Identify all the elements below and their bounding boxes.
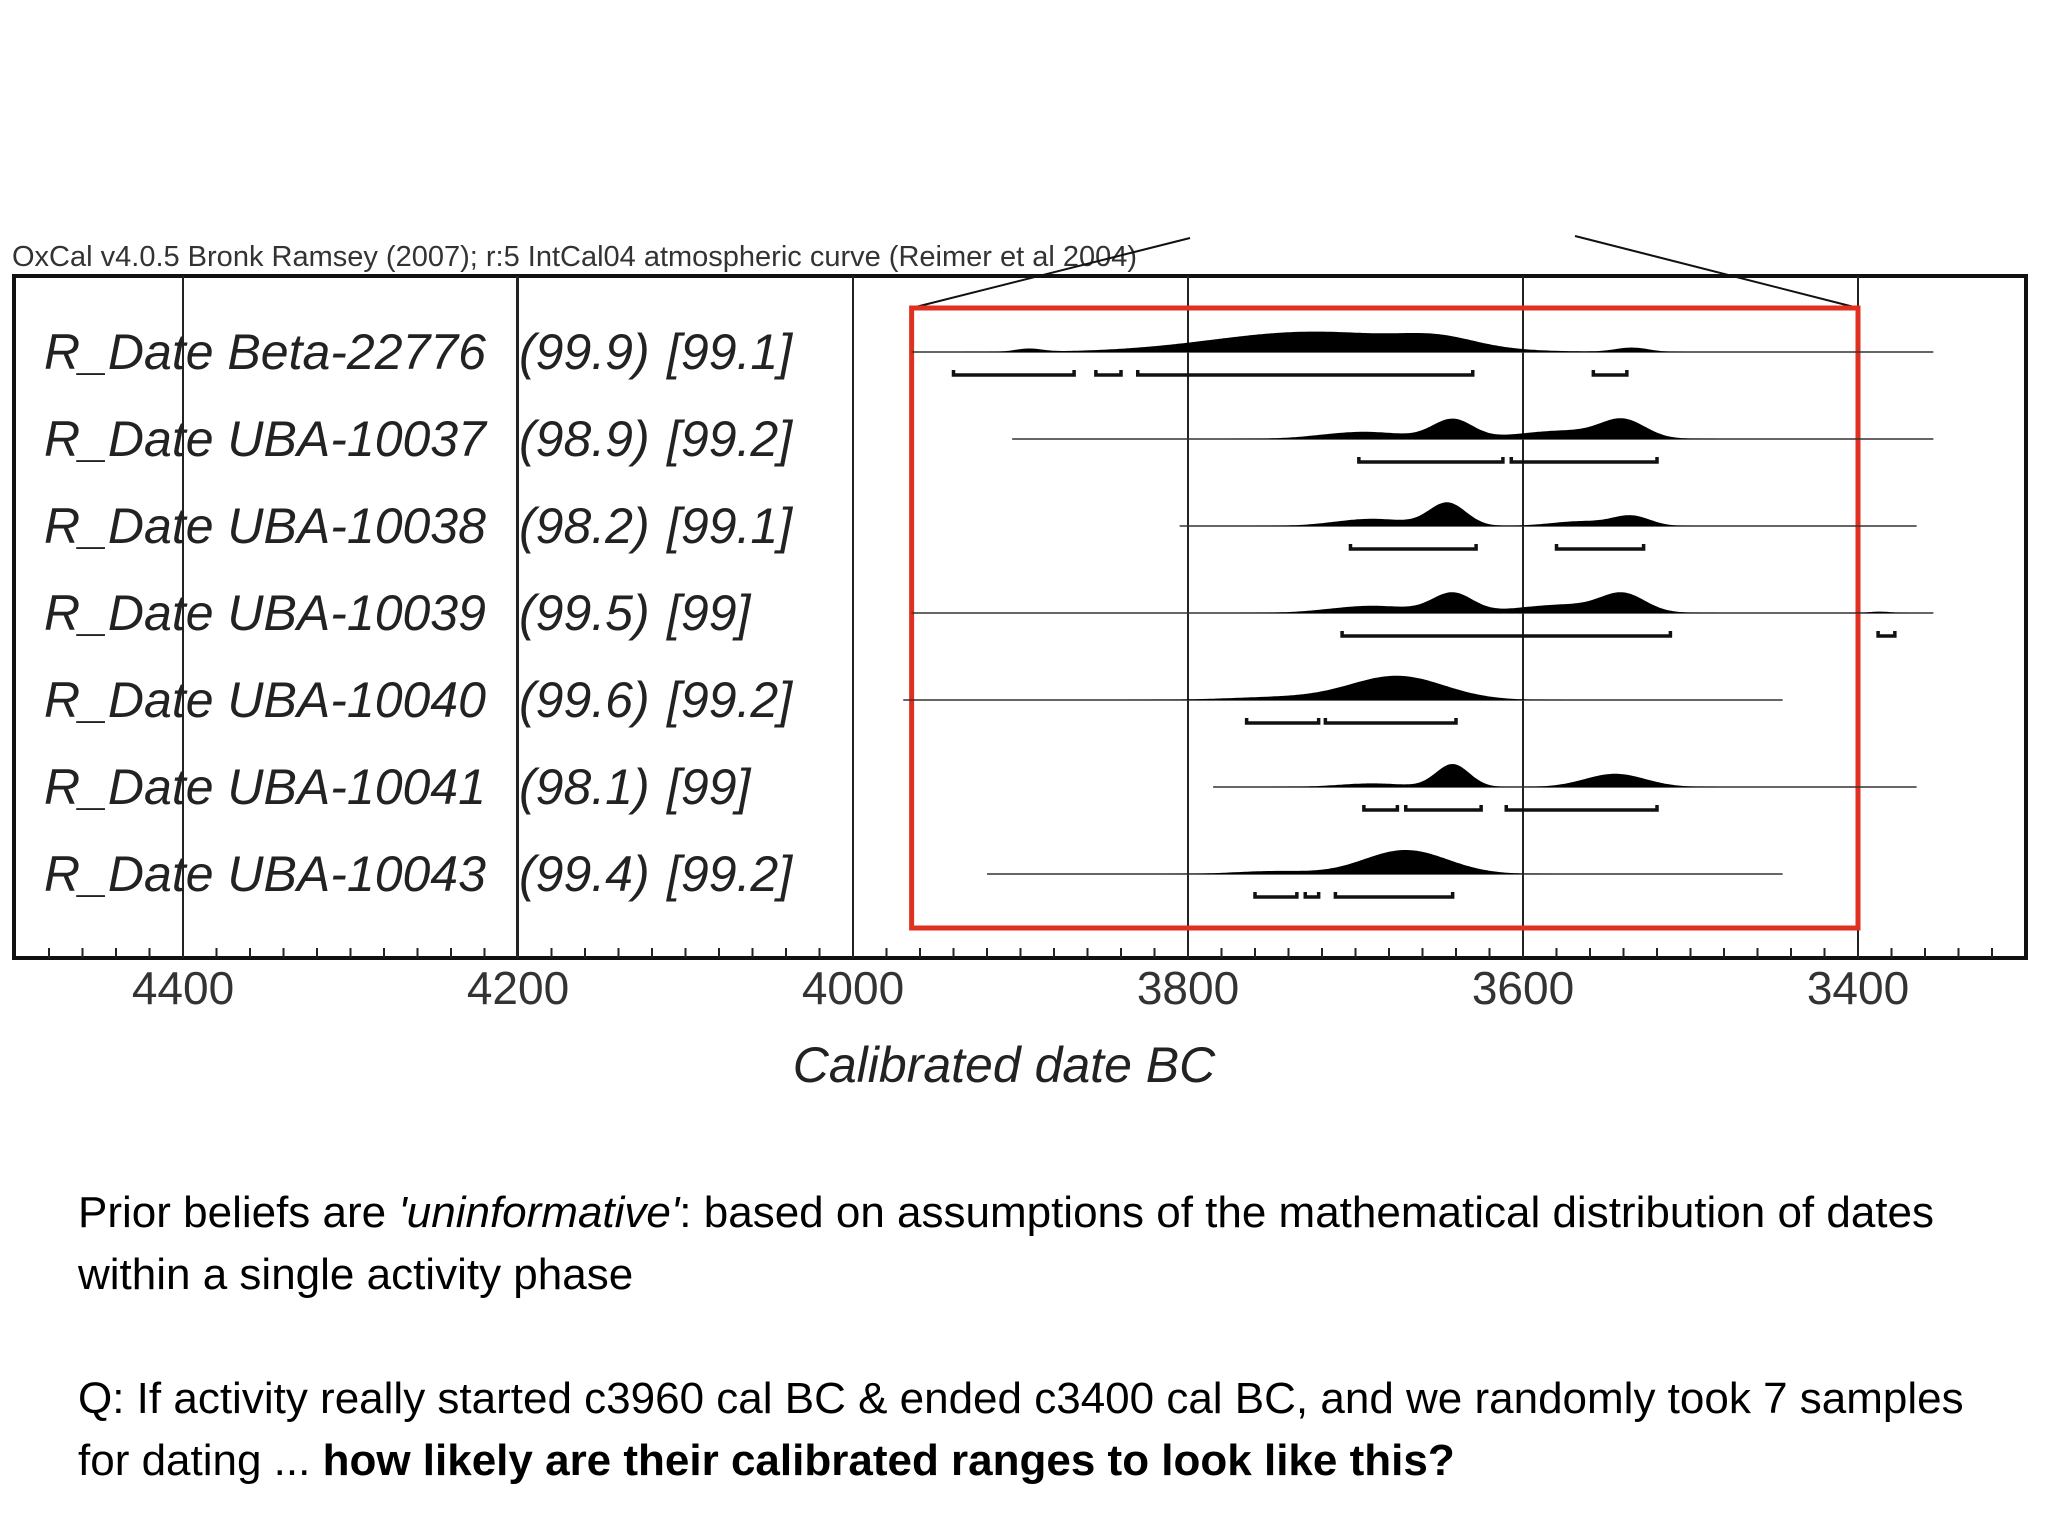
row-r-date-uba-10039: R_Date UBA-10039 (99.5) [99] bbox=[44, 585, 1934, 641]
data-rows: R_Date Beta-22776 (99.9) [99.1]R_Date UBA-… bbox=[44, 324, 1934, 902]
range-bracket bbox=[1323, 718, 1458, 725]
caption-1-italic: 'uninformative' bbox=[398, 1188, 680, 1237]
highlight-rect bbox=[909, 305, 1861, 931]
tick-label: 4200 bbox=[467, 962, 569, 1014]
row-overall-index: [99.2] bbox=[666, 672, 793, 728]
row-overall-index: [99.2] bbox=[666, 411, 793, 467]
row-name: R_Date UBA-10038 bbox=[44, 498, 486, 554]
range-bracket bbox=[1244, 718, 1321, 725]
row-r-date-uba-10040: R_Date UBA-10040 (99.6) [99.2] bbox=[44, 672, 1783, 728]
row-agreement-index: (99.5) bbox=[519, 585, 650, 641]
range-bracket bbox=[1591, 370, 1629, 377]
caption-1-text: Prior beliefs are bbox=[78, 1188, 399, 1237]
x-axis: 4400 4200 4000 3800 3600 3400 bbox=[48, 938, 1993, 1014]
caption-1-rest: : based on assumptions of the mathematic… bbox=[78, 1188, 1935, 1299]
range-bracket bbox=[1362, 805, 1400, 812]
row-r-date-uba-10043: R_Date UBA-10043 (99.4) [99.2] bbox=[44, 846, 1783, 902]
row-r-date-uba-10038: R_Date UBA-10038 (98.2) [99.1] bbox=[44, 498, 1917, 554]
row-r-date-beta-22776: R_Date Beta-22776 (99.9) [99.1] bbox=[44, 324, 1934, 380]
row-agreement-index: (98.2) bbox=[519, 498, 650, 554]
row-overall-index: [99] bbox=[666, 759, 752, 815]
row-r-date-uba-10037: R_Date UBA-10037 (98.9) [99.2] bbox=[44, 411, 1934, 467]
caption-2-bold: how likely are their calibrated ranges t… bbox=[322, 1436, 1455, 1485]
row-name: R_Date UBA-10043 bbox=[44, 846, 486, 902]
probability-distribution bbox=[911, 592, 1934, 613]
range-bracket bbox=[951, 370, 1076, 377]
range-bracket bbox=[1348, 544, 1478, 551]
range-bracket bbox=[1253, 892, 1299, 899]
tick-label: 3800 bbox=[1137, 962, 1239, 1014]
probability-distribution bbox=[911, 331, 1934, 352]
caption-paragraph-1: Prior beliefs are 'uninformative': based… bbox=[78, 1182, 2008, 1306]
oxcal-chart: OxCal v4.0.5 Bronk Ramsey (2007); r:5 In… bbox=[12, 235, 2028, 1093]
range-bracket bbox=[1504, 805, 1659, 812]
row-agreement-index: (98.1) bbox=[519, 759, 650, 815]
range-bracket bbox=[1876, 631, 1897, 638]
highlight-box bbox=[909, 235, 1861, 931]
probability-distribution bbox=[1179, 502, 1917, 526]
tick-label: 3600 bbox=[1472, 962, 1574, 1014]
range-bracket bbox=[1357, 457, 1505, 464]
caption-paragraph-2: Q: If activity really started c3960 cal … bbox=[78, 1368, 2008, 1492]
range-bracket bbox=[1303, 892, 1321, 899]
row-name: R_Date UBA-10037 bbox=[44, 411, 488, 467]
row-agreement-index: (99.4) bbox=[519, 846, 650, 902]
row-name: R_Date UBA-10040 bbox=[44, 672, 486, 728]
chart-header: OxCal v4.0.5 Bronk Ramsey (2007); r:5 In… bbox=[12, 241, 1137, 273]
range-bracket bbox=[1136, 370, 1475, 377]
row-overall-index: [99.1] bbox=[666, 324, 793, 380]
range-bracket bbox=[1333, 892, 1455, 899]
probability-distribution bbox=[1213, 764, 1917, 787]
row-overall-index: [99.1] bbox=[666, 498, 793, 554]
probability-distribution bbox=[1012, 418, 1934, 439]
row-agreement-index: (99.9) bbox=[519, 324, 650, 380]
x-axis-title: Calibrated date BC bbox=[793, 1037, 1216, 1093]
probability-distribution bbox=[987, 850, 1783, 874]
row-agreement-index: (98.9) bbox=[519, 411, 650, 467]
row-name: R_Date UBA-10041 bbox=[44, 759, 486, 815]
range-bracket bbox=[1094, 370, 1123, 377]
row-overall-index: [99] bbox=[666, 585, 752, 641]
row-name: R_Date Beta-22776 bbox=[44, 324, 486, 380]
row-overall-index: [99.2] bbox=[666, 846, 793, 902]
range-bracket bbox=[1404, 805, 1483, 812]
range-bracket bbox=[1509, 457, 1659, 464]
row-name: R_Date UBA-10039 bbox=[44, 585, 486, 641]
probability-distribution bbox=[903, 675, 1783, 700]
row-agreement-index: (99.6) bbox=[519, 672, 650, 728]
tick-label: 4400 bbox=[132, 962, 234, 1014]
range-bracket bbox=[1554, 544, 1646, 551]
range-bracket bbox=[1340, 631, 1673, 638]
caption-2-text: Q: If activity really started c3960 cal … bbox=[78, 1374, 1964, 1485]
row-r-date-uba-10041: R_Date UBA-10041 (98.1) [99] bbox=[44, 759, 1917, 815]
tick-label: 3400 bbox=[1807, 962, 1909, 1014]
callout-line-left bbox=[911, 237, 1191, 309]
callout-line-right bbox=[1574, 235, 1859, 309]
tick-label: 4000 bbox=[802, 962, 904, 1014]
